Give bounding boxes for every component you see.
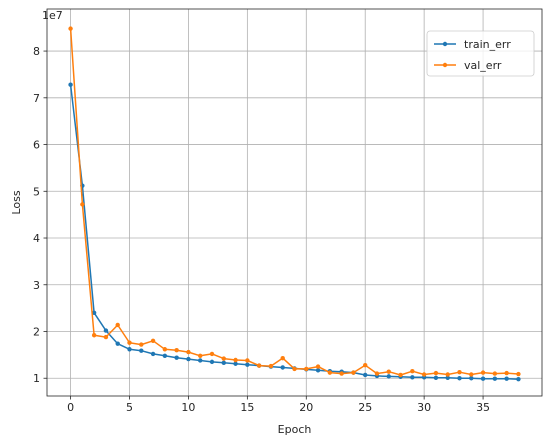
data-point <box>445 372 450 377</box>
y-tick-label: 1 <box>33 372 40 385</box>
plot-frame <box>46 8 543 397</box>
data-point <box>480 376 486 381</box>
y-tick-label: 5 <box>33 185 40 198</box>
x-tick-label: 5 <box>126 401 133 414</box>
data-point <box>504 370 509 376</box>
data-point <box>351 370 356 375</box>
data-point <box>233 357 238 363</box>
x-tick-label: 35 <box>476 401 490 414</box>
data-point <box>492 376 498 381</box>
data-point <box>127 347 132 352</box>
x-axis-label: Epoch <box>278 423 312 436</box>
data-point <box>315 364 321 369</box>
series-line-1 <box>69 28 519 376</box>
data-point <box>363 362 368 368</box>
data-point <box>398 372 403 378</box>
data-point <box>315 368 321 373</box>
data-point <box>174 347 179 353</box>
data-point <box>304 366 309 372</box>
series-line-0 <box>69 84 519 380</box>
data-point <box>469 372 474 377</box>
data-point <box>292 366 297 372</box>
data-point <box>374 371 380 376</box>
data-point <box>103 328 109 333</box>
data-point <box>162 347 168 352</box>
data-point <box>209 359 215 365</box>
data-point <box>198 353 203 359</box>
data-point <box>327 370 333 375</box>
data-point <box>457 369 462 375</box>
data-point <box>150 351 156 357</box>
data-point <box>363 372 368 378</box>
data-point <box>504 376 509 381</box>
legend-entry-val: val_err <box>464 59 502 72</box>
x-tick-label: 25 <box>358 401 372 414</box>
y-tick-label: 7 <box>33 92 40 105</box>
y-tick-label: 8 <box>33 45 40 58</box>
data-point <box>433 370 439 376</box>
data-point <box>221 356 226 361</box>
data-point <box>127 340 132 345</box>
data-point <box>68 82 73 87</box>
ticks: 0 5 10 15 20 25 30 35 1 2 3 4 5 6 7 8 <box>33 45 490 414</box>
x-tick-label: 15 <box>240 401 254 414</box>
data-point <box>421 372 427 377</box>
legend-marker-train <box>442 41 448 47</box>
y-tick-label: 6 <box>33 139 40 152</box>
data-point <box>516 376 521 382</box>
data-point <box>256 363 262 368</box>
y-tick-label: 4 <box>33 232 40 245</box>
data-point <box>245 358 250 363</box>
data-point <box>457 376 462 381</box>
data-point <box>410 369 415 374</box>
data-point <box>198 358 203 363</box>
data-point <box>280 365 285 370</box>
data-point <box>433 375 439 380</box>
data-point <box>516 371 521 377</box>
data-point <box>150 338 156 344</box>
legend-marker-val <box>442 62 448 68</box>
data-point <box>80 202 85 207</box>
data-point <box>91 333 97 338</box>
x-tick-label: 30 <box>417 401 431 414</box>
data-point <box>103 334 109 340</box>
data-point <box>386 369 391 374</box>
data-point <box>209 351 215 357</box>
data-point <box>221 360 226 366</box>
x-tick-label: 0 <box>67 401 74 414</box>
x-tick-label: 10 <box>181 401 195 414</box>
data-point <box>115 322 120 328</box>
y-axis-label: Loss <box>10 190 23 214</box>
data-point <box>386 374 391 379</box>
data-point <box>492 371 498 376</box>
legend: train_err val_err <box>426 30 535 77</box>
data-point <box>280 355 285 361</box>
data-point <box>68 26 73 31</box>
y-scale-label: 1e7 <box>42 9 63 22</box>
data-point <box>469 376 474 381</box>
data-point <box>186 356 191 362</box>
data-point <box>410 375 415 380</box>
y-tick-label: 2 <box>33 326 40 339</box>
data-point <box>91 310 97 316</box>
data-point <box>186 349 191 355</box>
x-tick-label: 20 <box>299 401 313 414</box>
series-group <box>68 26 521 382</box>
data-point <box>480 370 486 375</box>
data-point <box>268 363 274 369</box>
grid <box>47 9 542 396</box>
data-point <box>445 375 450 380</box>
data-point <box>115 341 120 346</box>
data-point <box>245 362 250 367</box>
data-point <box>162 353 168 359</box>
legend-entry-train: train_err <box>464 38 511 51</box>
y-tick-label: 3 <box>33 279 40 292</box>
data-point <box>339 371 344 376</box>
data-point <box>139 348 144 353</box>
data-point <box>174 355 179 360</box>
data-point <box>233 361 238 366</box>
data-point <box>139 342 144 347</box>
